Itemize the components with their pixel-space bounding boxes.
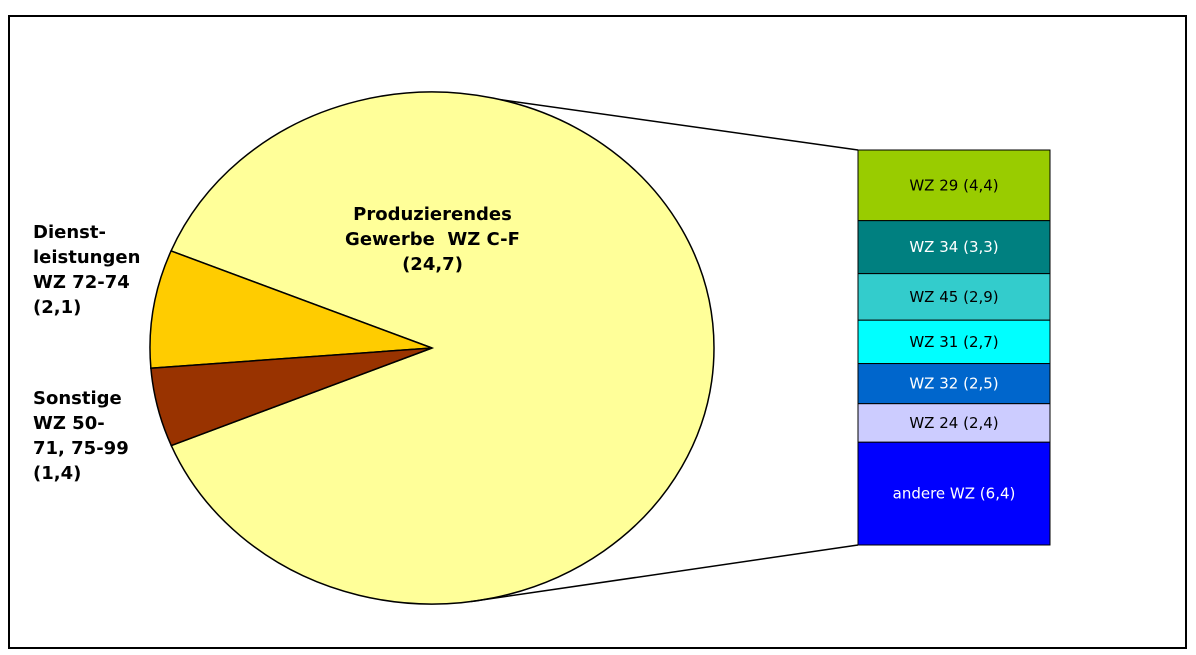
bar-name: andere WZ bbox=[893, 484, 980, 502]
bar-value: (2,9) bbox=[963, 287, 999, 305]
bar-label: WZ 31 (2,7) bbox=[909, 332, 998, 350]
pie-slice bbox=[150, 347, 433, 447]
bar-label: WZ 34 (3,3) bbox=[909, 238, 998, 256]
slice-label: Produzierendes Gewerbe WZ C-F (24,7) bbox=[340, 202, 525, 277]
bar-value: (2,5) bbox=[963, 374, 999, 392]
slice-value: (24,7) bbox=[402, 254, 463, 275]
slice-value: (1,4) bbox=[33, 463, 82, 484]
bar-segment bbox=[857, 149, 1051, 222]
slice-name: Dienst-leistungen WZ 72-74 bbox=[33, 222, 147, 293]
slice-name: Sonstige WZ 50-71, 75-99 bbox=[33, 388, 129, 459]
bar-segment bbox=[857, 403, 1051, 443]
bar-name: WZ 32 bbox=[909, 374, 958, 392]
bar-segment bbox=[857, 220, 1051, 275]
connector-line bbox=[500, 98, 859, 151]
pie-slice bbox=[170, 91, 715, 605]
bar-name: WZ 24 bbox=[909, 413, 958, 431]
connector-line bbox=[471, 544, 859, 603]
slice-name: Produzierendes Gewerbe WZ C-F bbox=[345, 204, 520, 250]
bar-value: (2,4) bbox=[963, 413, 999, 431]
slice-label: Sonstige WZ 50-71, 75-99 (1,4) bbox=[33, 386, 133, 486]
bar-segment bbox=[857, 441, 1051, 546]
bar-label: WZ 32 (2,5) bbox=[909, 374, 998, 392]
pie-slice bbox=[149, 249, 433, 370]
bar-segment bbox=[857, 319, 1051, 365]
bar-label: WZ 45 (2,9) bbox=[909, 287, 998, 305]
bar-label: WZ 29 (4,4) bbox=[909, 176, 998, 194]
slice-label: Dienst-leistungen WZ 72-74 (2,1) bbox=[33, 220, 158, 320]
bar-value: (6,4) bbox=[980, 484, 1016, 502]
bar-value: (3,3) bbox=[963, 238, 999, 256]
bar-value: (4,4) bbox=[963, 176, 999, 194]
bar-name: WZ 34 bbox=[909, 238, 958, 256]
bar-segment bbox=[857, 363, 1051, 405]
bar-label: WZ 24 (2,4) bbox=[909, 413, 998, 431]
bar-name: WZ 31 bbox=[909, 332, 958, 350]
bar-name: WZ 29 bbox=[909, 176, 958, 194]
bar-label: andere WZ (6,4) bbox=[893, 484, 1016, 502]
bar-name: WZ 45 bbox=[909, 287, 958, 305]
bar-segment bbox=[857, 273, 1051, 321]
slice-value: (2,1) bbox=[33, 297, 82, 318]
bar-value: (2,7) bbox=[963, 332, 999, 350]
